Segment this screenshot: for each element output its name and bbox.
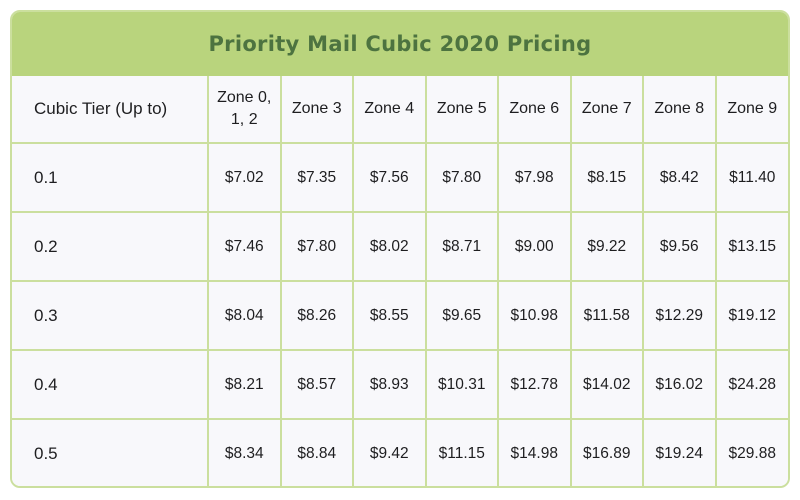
col-header-zone: Zone 3 xyxy=(279,76,354,144)
price-cell: $13.15 xyxy=(714,211,788,282)
price-cell: $14.02 xyxy=(569,349,644,420)
price-cell: $8.42 xyxy=(642,142,717,213)
price-cell: $7.46 xyxy=(207,211,282,282)
price-cell: $9.00 xyxy=(497,211,572,282)
pricing-card: Priority Mail Cubic 2020 Pricing Cubic T… xyxy=(10,10,790,488)
price-cell: $7.02 xyxy=(207,142,282,213)
price-cell: $8.57 xyxy=(279,349,354,420)
col-header-zone: Zone 0, 1, 2 xyxy=(207,76,282,144)
tier-cell: 0.5 xyxy=(12,418,209,486)
header-row: Cubic Tier (Up to) Zone 0, 1, 2 Zone 3 Zone… xyxy=(12,76,788,144)
price-cell: $7.35 xyxy=(279,142,354,213)
table-row: 0.4 $8.21 $8.57 $8.93 $10.31 $12.78 $14.02 $16.… xyxy=(12,349,788,420)
price-cell: $16.02 xyxy=(642,349,717,420)
price-cell: $8.02 xyxy=(352,211,427,282)
tier-cell: 0.3 xyxy=(12,280,209,351)
price-cell: $14.98 xyxy=(497,418,572,486)
price-cell: $9.56 xyxy=(642,211,717,282)
price-cell: $8.26 xyxy=(279,280,354,351)
price-cell: $7.98 xyxy=(497,142,572,213)
price-cell: $8.71 xyxy=(424,211,499,282)
col-header-zone: Zone 6 xyxy=(497,76,572,144)
table-body: 0.1 $7.02 $7.35 $7.56 $7.80 $7.98 $8.15 $8.42 $1… xyxy=(12,142,788,486)
price-cell: $7.56 xyxy=(352,142,427,213)
price-cell: $8.21 xyxy=(207,349,282,420)
col-header-zone: Zone 4 xyxy=(352,76,427,144)
price-cell: $8.84 xyxy=(279,418,354,486)
price-cell: $9.65 xyxy=(424,280,499,351)
price-cell: $9.42 xyxy=(352,418,427,486)
tier-cell: 0.4 xyxy=(12,349,209,420)
page-title: Priority Mail Cubic 2020 Pricing xyxy=(208,32,592,56)
tier-cell: 0.2 xyxy=(12,211,209,282)
price-cell: $12.78 xyxy=(497,349,572,420)
price-cell: $7.80 xyxy=(279,211,354,282)
tier-cell: 0.1 xyxy=(12,142,209,213)
price-cell: $11.58 xyxy=(569,280,644,351)
price-cell: $10.98 xyxy=(497,280,572,351)
table-row: 0.1 $7.02 $7.35 $7.56 $7.80 $7.98 $8.15 $8.42 $1… xyxy=(12,142,788,213)
price-cell: $12.29 xyxy=(642,280,717,351)
price-cell: $19.12 xyxy=(714,280,788,351)
col-header-zone: Zone 5 xyxy=(424,76,499,144)
table-row: 0.2 $7.46 $7.80 $8.02 $8.71 $9.00 $9.22 $9.56 $1… xyxy=(12,211,788,282)
price-cell: $11.40 xyxy=(714,142,788,213)
price-cell: $9.22 xyxy=(569,211,644,282)
pricing-table: Cubic Tier (Up to) Zone 0, 1, 2 Zone 3 Zone… xyxy=(12,76,788,486)
price-cell: $24.28 xyxy=(714,349,788,420)
price-cell: $7.80 xyxy=(424,142,499,213)
title-bar: Priority Mail Cubic 2020 Pricing xyxy=(12,12,788,76)
table-row: 0.5 $8.34 $8.84 $9.42 $11.15 $14.98 $16.89 $19.… xyxy=(12,418,788,486)
price-cell: $11.15 xyxy=(424,418,499,486)
col-header-zone: Zone 9 xyxy=(714,76,788,144)
price-cell: $8.55 xyxy=(352,280,427,351)
col-header-tier: Cubic Tier (Up to) xyxy=(12,76,209,144)
price-cell: $8.34 xyxy=(207,418,282,486)
price-cell: $10.31 xyxy=(424,349,499,420)
price-cell: $19.24 xyxy=(642,418,717,486)
price-cell: $8.15 xyxy=(569,142,644,213)
col-header-zone: Zone 7 xyxy=(569,76,644,144)
price-cell: $29.88 xyxy=(714,418,788,486)
price-cell: $16.89 xyxy=(569,418,644,486)
price-cell: $8.04 xyxy=(207,280,282,351)
table-row: 0.3 $8.04 $8.26 $8.55 $9.65 $10.98 $11.58 $12.2… xyxy=(12,280,788,351)
col-header-zone: Zone 8 xyxy=(642,76,717,144)
price-cell: $8.93 xyxy=(352,349,427,420)
